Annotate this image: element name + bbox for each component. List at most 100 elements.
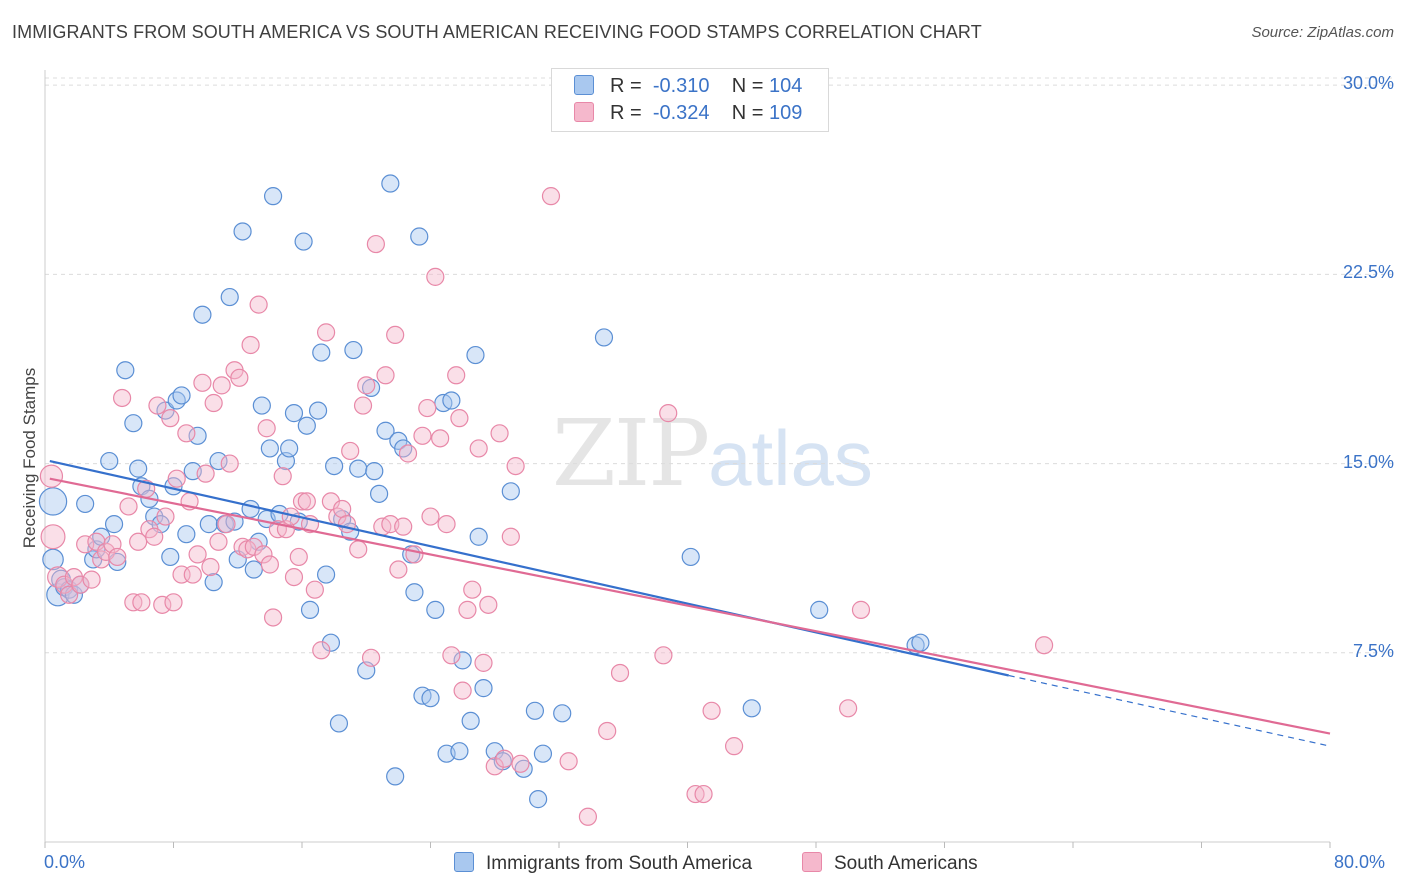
point-south-americans: [145, 527, 164, 546]
legend-n-label: N =: [731, 102, 764, 124]
legend-r-value: -0.324: [652, 102, 710, 124]
legend-swatch-immigrants: [454, 852, 474, 872]
series-immigrants-points: [38, 174, 930, 809]
point-immigrants: [453, 651, 472, 670]
series-legend: Immigrants from South America South Amer…: [0, 852, 1406, 878]
point-south-americans: [76, 535, 95, 554]
point-immigrants: [514, 759, 533, 778]
point-south-americans: [64, 567, 84, 587]
point-south-americans: [153, 595, 172, 614]
point-south-americans: [442, 646, 461, 665]
legend-label-immigrants: Immigrants from South America: [486, 853, 753, 874]
point-south-americans: [156, 507, 175, 526]
point-south-americans: [490, 424, 509, 443]
point-south-americans: [196, 464, 215, 483]
point-south-americans: [254, 545, 273, 564]
y-tick-label: 30.0%: [1342, 73, 1394, 94]
point-south-americans: [421, 507, 440, 526]
legend-swatch-pink: [574, 102, 594, 122]
point-immigrants: [469, 527, 488, 546]
trend-lines: [49, 459, 1331, 747]
point-immigrants: [177, 525, 196, 544]
point-south-americans: [1034, 636, 1054, 655]
point-immigrants: [199, 515, 218, 534]
point-south-americans: [559, 752, 578, 771]
legend-r-label: R =: [610, 102, 642, 124]
point-immigrants: [38, 487, 68, 516]
point-immigrants: [361, 378, 381, 397]
point-immigrants: [426, 600, 445, 619]
point-south-americans: [447, 366, 466, 385]
point-south-americans: [405, 545, 424, 564]
point-south-americans: [39, 464, 64, 488]
point-immigrants: [466, 345, 485, 365]
point-south-americans: [357, 376, 376, 395]
trend-line-immigrants-extension: [1008, 674, 1331, 747]
point-immigrants: [533, 744, 553, 763]
point-south-americans: [177, 424, 196, 443]
point-immigrants: [365, 462, 384, 481]
point-south-americans: [413, 426, 432, 445]
point-south-americans: [469, 439, 488, 458]
point-immigrants: [167, 391, 186, 410]
legend-n-value: 104: [769, 75, 803, 97]
point-immigrants: [294, 232, 313, 251]
correlation-legend: R = -0.310 N = 104 R = -0.324 N = 109: [551, 68, 829, 132]
point-south-americans: [389, 560, 408, 579]
point-immigrants: [474, 679, 493, 698]
point-immigrants: [376, 421, 395, 440]
point-south-americans: [297, 492, 316, 511]
y-axis-label: Receiving Food Stamps: [20, 367, 39, 549]
point-south-americans: [257, 419, 276, 438]
point-south-americans: [333, 499, 352, 519]
point-immigrants: [263, 187, 283, 206]
legend-swatch-blue: [574, 75, 594, 95]
point-south-americans: [82, 570, 101, 589]
point-immigrants: [450, 742, 469, 761]
point-immigrants: [553, 704, 572, 723]
point-south-americans: [148, 396, 167, 415]
point-immigrants: [810, 600, 829, 619]
point-south-americans: [244, 537, 263, 556]
point-south-americans: [132, 593, 151, 612]
y-tick-label: 7.5%: [1352, 640, 1394, 661]
point-immigrants: [321, 633, 341, 652]
legend-r-label: R =: [610, 75, 642, 97]
point-south-americans: [230, 368, 249, 387]
point-south-americans: [450, 409, 469, 428]
point-immigrants: [124, 414, 143, 433]
point-immigrants: [461, 711, 480, 731]
point-immigrants: [370, 484, 389, 503]
point-immigrants: [204, 573, 223, 592]
point-immigrants: [252, 396, 271, 415]
point-south-americans: [578, 807, 598, 826]
point-south-americans: [376, 366, 395, 385]
point-south-americans: [702, 701, 721, 720]
point-immigrants: [594, 328, 614, 347]
point-south-americans: [501, 527, 520, 546]
point-immigrants: [100, 451, 119, 471]
point-south-americans: [40, 524, 66, 550]
point-immigrants: [241, 499, 260, 519]
point-immigrants: [260, 439, 279, 458]
point-immigrants: [681, 547, 700, 567]
point-south-americans: [263, 608, 283, 627]
point-south-americans: [474, 653, 493, 672]
point-south-americans: [71, 575, 90, 594]
point-south-americans: [694, 784, 713, 804]
point-south-americans: [724, 737, 744, 756]
point-immigrants: [421, 689, 440, 708]
point-immigrants: [172, 386, 191, 405]
watermark-zip: ZIP: [552, 400, 710, 507]
point-immigrants: [104, 515, 124, 534]
point-immigrants: [76, 494, 95, 514]
point-south-americans: [164, 593, 183, 612]
point-immigrants: [308, 401, 328, 420]
point-immigrants: [316, 565, 336, 584]
point-south-americans: [610, 663, 630, 683]
chart-title: IMMIGRANTS FROM SOUTH AMERICA VS SOUTH A…: [12, 22, 982, 42]
point-immigrants: [188, 426, 207, 445]
point-south-americans: [437, 515, 456, 534]
point-immigrants: [284, 404, 304, 423]
point-immigrants: [325, 456, 344, 476]
